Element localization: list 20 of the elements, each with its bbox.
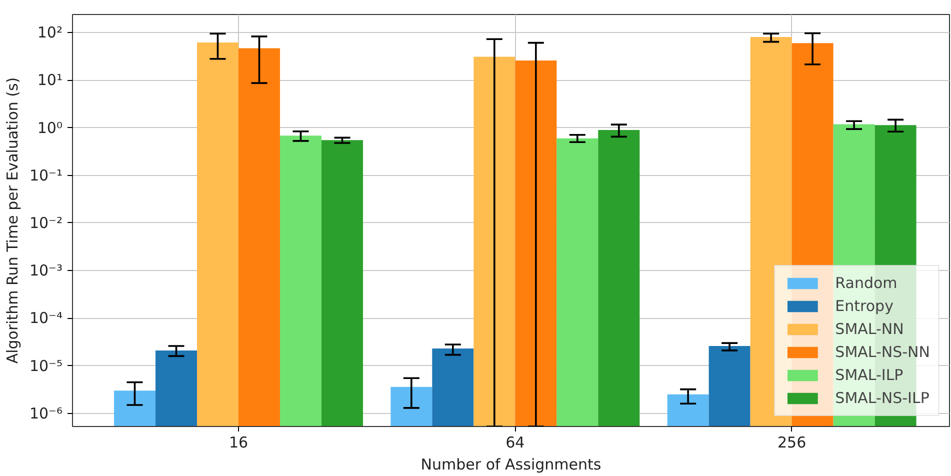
x-tick-label: 16 [228,434,248,452]
y-tick-label: 10² [37,24,63,42]
y-tick-label: 10⁻³ [29,262,63,280]
y-tick-label: 10⁻¹ [29,166,63,184]
legend-label: SMAL-NN [835,320,904,338]
y-tick-label: 10⁻⁵ [29,356,63,375]
x-tick-label: 64 [506,434,525,452]
y-tick-label: 10⁻² [29,214,63,232]
legend-label: SMAL-NS-ILP [835,389,930,407]
y-tick-label: 10⁻⁴ [29,309,63,328]
legend-label: SMAL-NS-NN [835,343,930,361]
legend-label: Random [835,274,898,292]
y-tick-label: 10¹ [37,71,63,90]
x-tick-label: 256 [777,434,806,452]
y-axis-title: Algorithm Run Time per Evaluation (s) [3,77,22,364]
legend-label: Entropy [835,297,894,315]
y-tick-label: 10⁰ [37,118,63,137]
y-tick-label: 10⁻⁶ [29,404,63,422]
x-axis-title: Number of Assignments [420,456,602,474]
legend-label: SMAL-ILP [835,366,904,384]
